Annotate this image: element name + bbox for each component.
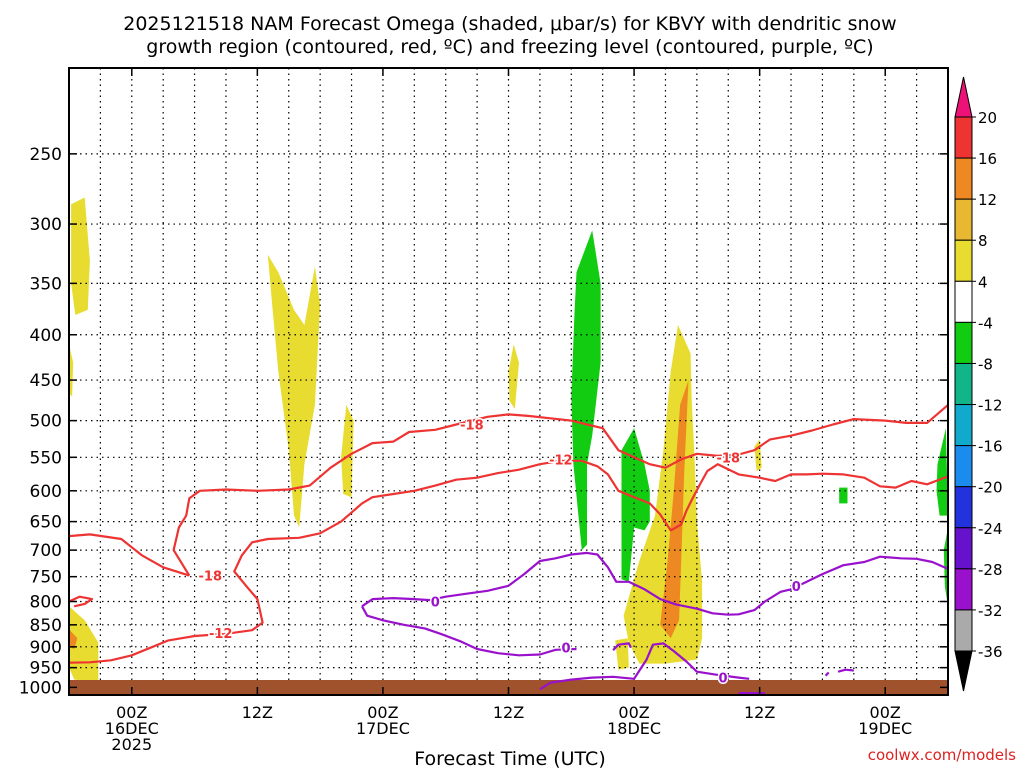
colorbar-label-11: -24	[978, 520, 1003, 538]
colorbar-label-3: 12	[978, 191, 997, 209]
dendritic-contour-4	[68, 595, 94, 608]
x-tick-label-2-1: 00Z	[367, 703, 398, 722]
y-tick-label-900: 900	[30, 638, 62, 658]
omega-region-11	[660, 380, 689, 639]
y-tick-label-450: 450	[30, 371, 62, 391]
freezing-contour-4	[539, 642, 750, 691]
x-tick-label-3-1: 12Z	[493, 703, 524, 722]
contour-label-8: 0	[792, 580, 801, 595]
dendritic-contour-2	[172, 404, 949, 577]
y-tick-label-750: 750	[30, 568, 62, 588]
x-tick-label-4-2: 18DEC	[607, 719, 661, 738]
colorbar-swatch-6	[954, 321, 973, 364]
x-tick-label-1-1: 12Z	[242, 703, 273, 722]
colorbar-top-arrow	[954, 76, 973, 118]
omega-region-5	[267, 254, 321, 528]
colorbar-label-6: -4	[978, 314, 993, 332]
colorbar-label-10: -20	[978, 479, 1003, 497]
y-tick-label-400: 400	[30, 326, 62, 346]
y-tick-label-850: 850	[30, 616, 62, 636]
x-tick-label-5-1: 12Z	[744, 703, 775, 722]
x-axis-title: Forecast Time (UTC)	[414, 748, 605, 768]
x-tick-label-2-2: 17DEC	[356, 719, 410, 738]
colorbar-label-12: -28	[978, 561, 1003, 579]
colorbar-label-9: -16	[978, 438, 1003, 456]
freezing-contour-2	[361, 605, 577, 657]
colorbar-swatch-12	[954, 568, 973, 611]
omega-region-2	[69, 344, 74, 397]
contour-label-7: 0	[562, 642, 571, 657]
colorbar-swatch-13	[954, 609, 973, 652]
colorbar-label-1: 20	[978, 109, 997, 127]
x-tick-label-6-1: 00Z	[870, 703, 901, 722]
colorbar-label-14: -36	[978, 643, 1003, 661]
y-tick-label-800: 800	[30, 593, 62, 613]
colorbar-legend: 20 16 12 8 4 -4 -8 -12 -16 -20 -24 -28 -32 -36	[954, 76, 1003, 692]
colorbar-label-7: -8	[978, 355, 993, 373]
credit-text: coolwx.com/models	[868, 746, 1016, 764]
y-tick-label-700: 700	[30, 541, 62, 561]
freezing-contour-3	[612, 642, 632, 651]
colorbar-bottom-arrow	[954, 650, 973, 692]
y-tick-label-950: 950	[30, 659, 62, 679]
contour-label-2: -12	[549, 453, 573, 468]
y-axis-ticks: 2503003504004505005506006507007508008509…	[19, 145, 948, 698]
omega-region-14	[839, 487, 848, 504]
y-tick-label-1000: 1000	[19, 678, 62, 698]
colorbar-swatch-3	[954, 198, 973, 241]
x-tick-label-4-1: 00Z	[618, 703, 649, 722]
omega-region-15	[936, 428, 948, 516]
y-tick-label-600: 600	[30, 482, 62, 502]
colorbar-swatch-11	[954, 527, 973, 570]
omega-region-4	[69, 629, 78, 649]
contour-label-6: 0	[431, 596, 440, 611]
contour-label-4: -18	[199, 570, 223, 585]
omega-region-9	[621, 428, 650, 582]
omega-region-7	[508, 344, 519, 409]
x-tick-label-6-2: 19DEC	[858, 719, 912, 738]
colorbar-swatch-9	[954, 445, 973, 488]
contour-label-3: -18	[717, 451, 741, 466]
freezing-contour-7	[824, 671, 830, 677]
colorbar-swatch-5	[954, 280, 973, 323]
omega-shading-layer	[69, 197, 948, 682]
colorbar-swatch-2	[954, 157, 973, 200]
colorbar-swatch-7	[954, 362, 973, 406]
chart-title-line2: growth region (contoured, red, ºC) and f…	[146, 36, 873, 58]
contour-label-9: 0	[718, 672, 727, 687]
y-tick-label-500: 500	[30, 412, 62, 432]
colorbar-label-13: -32	[978, 602, 1003, 620]
colorbar-label-2: 16	[978, 150, 997, 168]
contour-label-layer: -18 -12 -18 -18 -12 0 0 0 0	[197, 417, 802, 688]
colorbar-label-5: 4	[978, 273, 988, 291]
x-tick-label-0-1: 00Z	[116, 703, 147, 722]
y-tick-label-550: 550	[30, 448, 62, 468]
freezing-contour-1	[361, 551, 949, 616]
x-tick-label-0-3: 2025	[111, 735, 152, 754]
y-tick-label-250: 250	[30, 145, 62, 165]
x-tick-label-0-2: 16DEC	[105, 719, 159, 738]
y-tick-label-350: 350	[30, 274, 62, 294]
dendritic-contour-3	[68, 459, 949, 664]
colorbar-swatch-10	[954, 486, 973, 529]
colorbar-swatch-1	[954, 116, 973, 159]
omega-region-6	[341, 404, 354, 498]
colorbar-label-4: 8	[978, 232, 988, 250]
omega-region-8	[571, 230, 601, 551]
dendritic-contour-1	[68, 533, 190, 577]
freezing-contour-6	[837, 668, 854, 673]
colorbar-swatch-4	[954, 239, 973, 282]
y-tick-label-300: 300	[30, 215, 62, 235]
omega-region-1	[71, 197, 90, 315]
colorbar-swatch-8	[954, 404, 973, 447]
contour-layer	[68, 404, 949, 695]
chart-title-line1: 2025121518 NAM Forecast Omega (shaded, μ…	[123, 13, 896, 35]
y-tick-label-650: 650	[30, 513, 62, 533]
colorbar-label-8: -12	[978, 397, 1003, 415]
contour-label-5: -12	[209, 627, 233, 642]
contour-label-1: -18	[460, 418, 484, 433]
